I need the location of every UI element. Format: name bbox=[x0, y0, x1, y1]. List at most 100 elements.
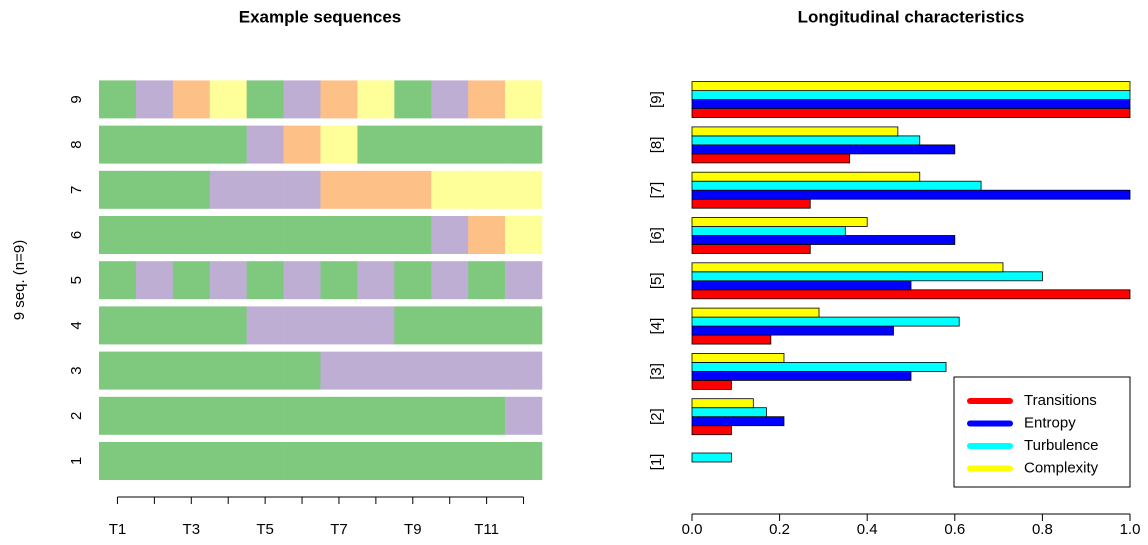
sequence-cell bbox=[172, 351, 211, 390]
bar bbox=[691, 334, 772, 345]
sequence-cell bbox=[135, 261, 174, 300]
chart-title: Longitudinal characteristics bbox=[798, 7, 1025, 26]
sequence-cell bbox=[99, 396, 137, 435]
sequence-cell bbox=[246, 261, 284, 300]
sequence-cell bbox=[99, 442, 137, 480]
bar bbox=[691, 189, 1131, 200]
legend-label: Turbulence bbox=[1024, 437, 1099, 454]
bar bbox=[691, 126, 899, 137]
x-tick-label: T9 bbox=[404, 521, 422, 538]
sequence-cell bbox=[246, 442, 284, 480]
bar bbox=[691, 398, 754, 409]
sequence-cell bbox=[283, 306, 321, 345]
sequence-cell bbox=[431, 125, 469, 164]
x-tick-label: 0.0 bbox=[682, 521, 703, 538]
row-label: 6 bbox=[68, 231, 85, 239]
sequence-cell bbox=[320, 216, 358, 254]
sequence-cell bbox=[357, 261, 395, 300]
sequence-cell bbox=[468, 80, 506, 119]
sequence-cell bbox=[172, 306, 211, 345]
x-tick-label: T5 bbox=[256, 521, 274, 538]
bar bbox=[691, 99, 1131, 109]
x-tick-label: T11 bbox=[474, 521, 499, 538]
sequence-cell bbox=[172, 442, 211, 480]
sequence-cell bbox=[283, 170, 321, 209]
x-tick-label: 1.0 bbox=[1120, 521, 1141, 538]
sequence-cell bbox=[172, 216, 211, 254]
bar bbox=[691, 262, 1004, 273]
sequence-cell bbox=[172, 125, 211, 164]
bar bbox=[691, 198, 811, 209]
sequence-cell bbox=[468, 216, 506, 254]
bar bbox=[691, 235, 956, 245]
sequence-cell bbox=[431, 80, 469, 119]
sequence-cell bbox=[394, 306, 432, 345]
sequence-cell bbox=[99, 170, 137, 209]
bar bbox=[691, 352, 785, 363]
sequence-cell bbox=[505, 261, 543, 300]
sequence-cell bbox=[357, 306, 395, 345]
bar bbox=[691, 171, 921, 182]
bar bbox=[691, 425, 732, 436]
x-tick-label: T7 bbox=[330, 521, 348, 538]
sequence-cell bbox=[468, 351, 506, 390]
sequence-cell bbox=[320, 80, 358, 119]
sequence-cell bbox=[172, 396, 211, 435]
sequence-cell bbox=[209, 396, 247, 435]
sequence-cell bbox=[431, 261, 469, 300]
sequence-cell bbox=[357, 170, 395, 209]
bar bbox=[691, 153, 851, 164]
sequence-cell bbox=[209, 442, 247, 480]
sequence-cell bbox=[357, 80, 395, 119]
sequence-cell bbox=[99, 351, 137, 390]
bar bbox=[691, 307, 820, 318]
y-tick-label: [6] bbox=[648, 227, 665, 244]
y-tick-label: [4] bbox=[648, 318, 665, 335]
x-tick-label: T1 bbox=[109, 521, 127, 538]
sequence-cell bbox=[135, 306, 174, 345]
bar bbox=[691, 416, 785, 427]
sequence-cell bbox=[209, 261, 247, 300]
bar bbox=[691, 90, 1131, 100]
sequence-cell bbox=[209, 216, 247, 254]
bar bbox=[691, 289, 1131, 300]
sequence-cell bbox=[431, 216, 469, 254]
sequence-cell bbox=[468, 306, 506, 345]
sequence-cell bbox=[505, 125, 543, 164]
sequence-cell bbox=[394, 80, 432, 119]
sequence-cell bbox=[394, 396, 432, 435]
y-tick-label: [9] bbox=[648, 91, 665, 108]
sequence-cell bbox=[99, 306, 137, 345]
sequence-cell bbox=[320, 442, 358, 480]
sequence-cell bbox=[468, 396, 506, 435]
sequence-cell bbox=[505, 170, 543, 209]
sequence-cell bbox=[246, 170, 284, 209]
bar bbox=[691, 379, 732, 390]
x-tick-label: 0.2 bbox=[769, 521, 790, 538]
sequence-cell bbox=[99, 125, 137, 164]
bar bbox=[691, 407, 767, 418]
sequence-cell bbox=[283, 351, 321, 390]
sequence-cell bbox=[431, 170, 469, 209]
bar bbox=[691, 271, 1043, 282]
sequence-cell bbox=[394, 216, 432, 254]
sequence-cell bbox=[99, 216, 137, 254]
row-label: 1 bbox=[68, 457, 85, 465]
sequence-cell bbox=[172, 170, 211, 209]
sequence-cell bbox=[320, 125, 358, 164]
sequence-cell bbox=[283, 396, 321, 435]
bar bbox=[691, 180, 982, 191]
sequence-cell bbox=[99, 80, 137, 119]
sequence-cell bbox=[505, 80, 543, 119]
sequence-cell bbox=[246, 80, 284, 119]
bar bbox=[691, 135, 921, 146]
sequence-cell bbox=[394, 170, 432, 209]
sequence-cell bbox=[505, 216, 543, 254]
sequence-cell bbox=[357, 351, 395, 390]
sequence-cell bbox=[394, 351, 432, 390]
sequence-cell bbox=[246, 216, 284, 254]
bar bbox=[691, 226, 846, 236]
sequence-cell bbox=[172, 80, 211, 119]
sequence-cell bbox=[209, 306, 247, 345]
sequence-cell bbox=[468, 442, 506, 480]
